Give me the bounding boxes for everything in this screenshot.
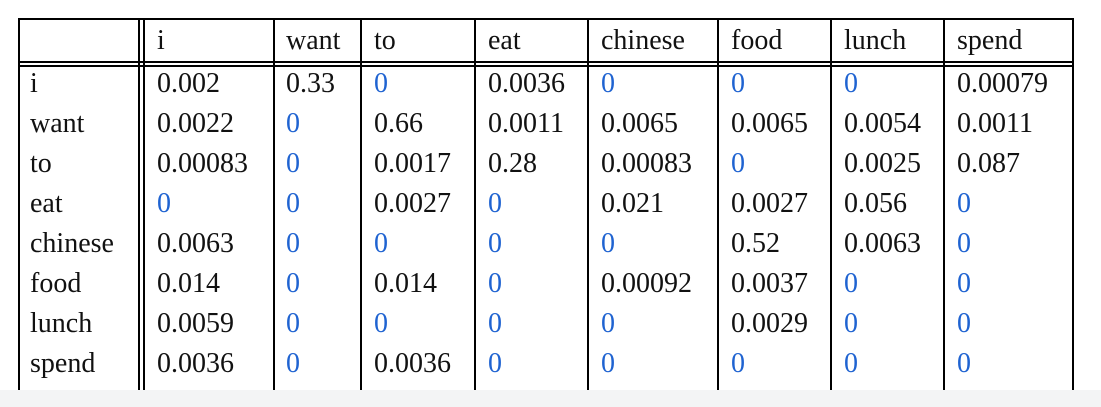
row-label-want: want: [30, 108, 85, 139]
table-cell: 0.0036: [157, 348, 234, 379]
table-cell: 0.0022: [157, 108, 234, 139]
table-cell: 0: [157, 188, 171, 219]
table-cell: 0: [731, 148, 745, 179]
table-cell: 0.52: [731, 228, 780, 259]
probability-table: i want to eat chinese food lunch spend i…: [18, 18, 1074, 390]
column-header-chinese: chinese: [601, 25, 685, 56]
table-cell: 0.0036: [374, 348, 451, 379]
table-cell: 0: [957, 348, 971, 379]
table-cell: 0: [286, 268, 300, 299]
table-cell: 0.014: [157, 268, 220, 299]
table-cell: 0.28: [488, 148, 537, 179]
table-cell: 0: [601, 308, 615, 339]
table-cell: 0.00092: [601, 268, 692, 299]
table-cell: 0: [488, 188, 502, 219]
table-cell: 0: [488, 268, 502, 299]
table-cell: 0: [488, 348, 502, 379]
table-cell: 0.0063: [157, 228, 234, 259]
table-cell: 0: [374, 68, 388, 99]
table-cell: 0.0017: [374, 148, 451, 179]
table-cell: 0.014: [374, 268, 437, 299]
row-label-eat: eat: [30, 188, 63, 219]
column-header-i: i: [157, 25, 165, 56]
table-cell: 0: [957, 228, 971, 259]
table-cell: 0: [286, 108, 300, 139]
table-cell: 0: [286, 148, 300, 179]
column-header-want: want: [286, 25, 341, 56]
table-cell: 0.33: [286, 68, 335, 99]
table-cell: 0: [601, 348, 615, 379]
table-cell: 0.00083: [157, 148, 248, 179]
table-cell: 0.0029: [731, 308, 808, 339]
column-header-food: food: [731, 25, 783, 56]
table-cell: 0: [957, 188, 971, 219]
table-cell: 0: [286, 188, 300, 219]
table-cell: 0.0037: [731, 268, 808, 299]
table-cell: 0.0054: [844, 108, 921, 139]
table-cell: 0.087: [957, 148, 1020, 179]
table-cell: 0: [286, 308, 300, 339]
table-cell: 0: [488, 308, 502, 339]
table-cell: 0.66: [374, 108, 423, 139]
table-cell: 0.0011: [488, 108, 564, 139]
table-cell: 0.056: [844, 188, 907, 219]
row-label-lunch: lunch: [30, 308, 93, 339]
table-cell: 0: [731, 348, 745, 379]
column-header-to: to: [374, 25, 396, 56]
table-cell: 0: [844, 268, 858, 299]
table-cell: 0: [374, 228, 388, 259]
column-header-lunch: lunch: [844, 25, 907, 56]
table-cell: 0: [374, 308, 388, 339]
table-cell: 0: [844, 308, 858, 339]
row-label-chinese: chinese: [30, 228, 114, 259]
table-cell: 0.00083: [601, 148, 692, 179]
table-cell: 0: [286, 348, 300, 379]
table-cell: 0: [844, 348, 858, 379]
table-cell: 0: [844, 68, 858, 99]
table-cell: 0.00079: [957, 68, 1048, 99]
table-cell: 0.0065: [601, 108, 678, 139]
table-cell: 0.0065: [731, 108, 808, 139]
table-cell: 0: [957, 308, 971, 339]
row-label-spend: spend: [30, 348, 96, 379]
table-cell: 0.002: [157, 68, 220, 99]
bottom-strip: [0, 390, 1101, 407]
table-cell: 0: [731, 68, 745, 99]
table-cell: 0.0036: [488, 68, 565, 99]
table-cell: 0.0025: [844, 148, 921, 179]
table-cell: 0: [601, 68, 615, 99]
table-cell: 0.0063: [844, 228, 921, 259]
table-cell: 0.0027: [374, 188, 451, 219]
table-cell: 0: [488, 228, 502, 259]
row-label-to: to: [30, 148, 52, 179]
table-cell: 0.0027: [731, 188, 808, 219]
table-cell: 0.0011: [957, 108, 1033, 139]
row-label-food: food: [30, 268, 82, 299]
table-cell: 0: [601, 228, 615, 259]
table-cell: 0.021: [601, 188, 664, 219]
column-header-eat: eat: [488, 25, 521, 56]
table-cell: 0: [286, 228, 300, 259]
column-header-spend: spend: [957, 25, 1023, 56]
table-cell: 0.0059: [157, 308, 234, 339]
row-label-i: i: [30, 68, 38, 99]
table-cell: 0: [957, 268, 971, 299]
